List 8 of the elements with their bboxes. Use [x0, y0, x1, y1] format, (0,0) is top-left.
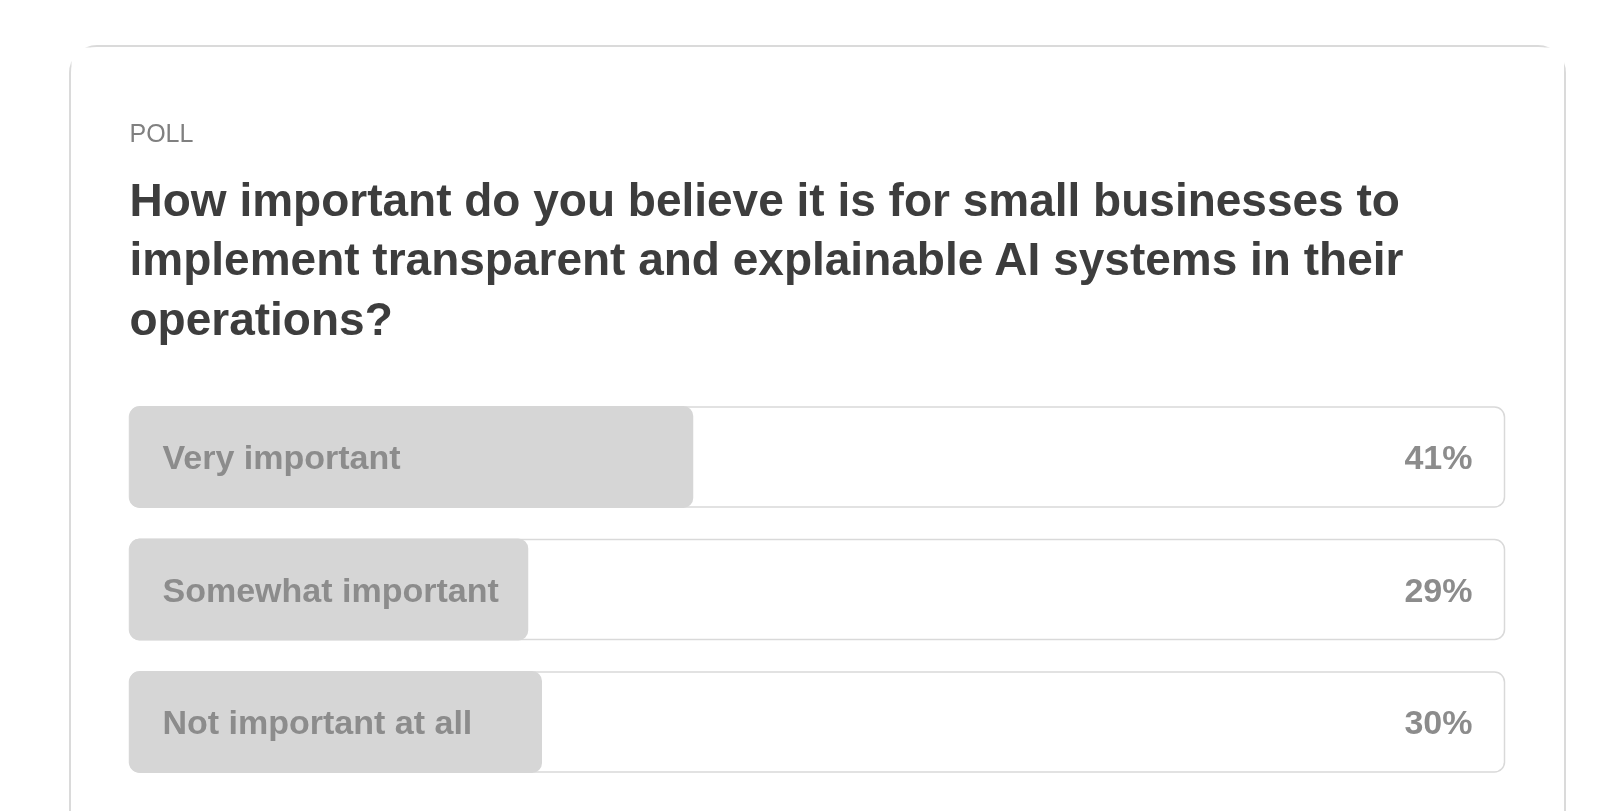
chart-subtitle: POLL	[129, 118, 194, 147]
data-label: 30%	[1404, 703, 1473, 741]
chart-title: How important do you believe it is for small businesses to implement transparent and explainable AI systems in their operations?	[129, 173, 1404, 346]
y-tick-label: Not important at all	[162, 703, 473, 741]
data-label: 41%	[1404, 438, 1473, 476]
y-tick-label: Very important	[162, 438, 401, 476]
y-tick-label: Somewhat important	[162, 570, 499, 609]
data-label: 29%	[1404, 570, 1473, 609]
